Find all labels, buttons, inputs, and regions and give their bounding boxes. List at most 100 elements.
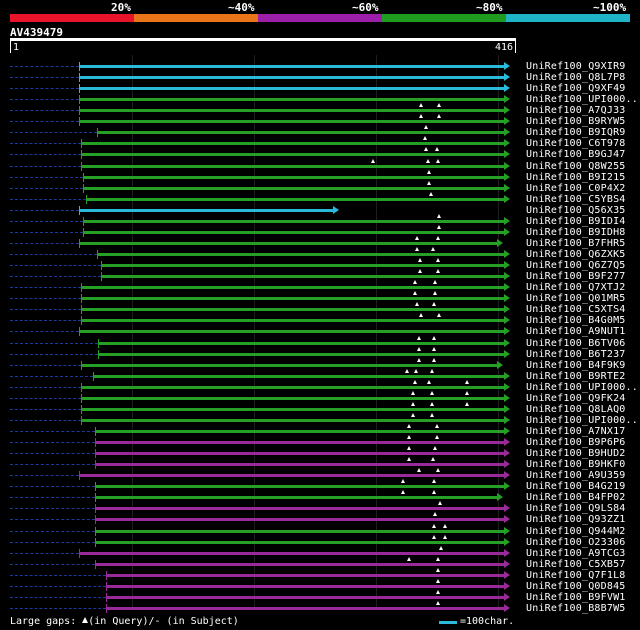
hit-name-link[interactable]: UniRef100_B9RYW5 — [526, 116, 626, 127]
hit-name-link[interactable]: UniRef100_B4F9K9 — [526, 360, 626, 371]
hit-bar[interactable] — [95, 452, 505, 455]
hit-name-link[interactable]: UniRef100_Q93ZZ1 — [526, 514, 626, 525]
hit-bar[interactable] — [83, 220, 505, 223]
hit-bar[interactable] — [95, 541, 505, 544]
hit-bar[interactable] — [95, 530, 505, 533]
hit-bar[interactable] — [86, 198, 505, 201]
hit-bar[interactable] — [95, 430, 505, 433]
hit-name-link[interactable]: UniRef100_B9HUD2 — [526, 448, 626, 459]
hit-bar[interactable] — [95, 441, 505, 444]
hit-bar[interactable] — [95, 463, 505, 466]
hit-bar[interactable] — [79, 120, 505, 123]
hit-bar[interactable] — [98, 353, 505, 356]
hit-bar[interactable] — [79, 87, 505, 90]
hit-name-link[interactable]: UniRef100_Q9XIR9 — [526, 61, 626, 72]
hit-name-link[interactable]: UniRef100_A7QJ33 — [526, 105, 626, 116]
hit-name-link[interactable]: UniRef100_Q8LAQ0 — [526, 404, 626, 415]
hit-name-link[interactable]: UniRef100_Q6Z7Q5 — [526, 260, 626, 271]
hit-bar[interactable] — [95, 563, 505, 566]
hit-name-link[interactable]: UniRef100_A9U359 — [526, 470, 626, 481]
hit-bar[interactable] — [81, 397, 505, 400]
hit-name-link[interactable]: UniRef100_C0P4X2 — [526, 183, 626, 194]
hit-bar[interactable] — [101, 264, 505, 267]
hit-name-link[interactable]: UniRef100_B9IDI4 — [526, 216, 626, 227]
hit-bar[interactable] — [83, 231, 505, 234]
hit-name-link[interactable]: UniRef100_Q944M2 — [526, 526, 626, 537]
hit-bar[interactable] — [95, 485, 505, 488]
hit-name-link[interactable]: UniRef100_Q9FK24 — [526, 393, 626, 404]
hit-name-link[interactable]: UniRef100_Q7XTJ2 — [526, 282, 626, 293]
hit-name-link[interactable]: UniRef100_Q0D845 — [526, 581, 626, 592]
hit-bar[interactable] — [81, 386, 505, 389]
hit-bar[interactable] — [106, 585, 505, 588]
hit-name-link[interactable]: UniRef100_B8B7W5 — [526, 603, 626, 614]
hit-name-link[interactable]: UniRef100_A9TCG3 — [526, 548, 626, 559]
hit-name-link[interactable]: UniRef100_B9F277 — [526, 271, 626, 282]
hit-name-link[interactable]: UniRef100_C5XB57 — [526, 559, 626, 570]
hit-name-link[interactable]: UniRef100_A9NUT1 — [526, 326, 626, 337]
hit-bar[interactable] — [106, 607, 505, 610]
hit-name-link[interactable]: UniRef100_B6TV06 — [526, 338, 626, 349]
hit-bar[interactable] — [79, 242, 498, 245]
hit-bar[interactable] — [95, 496, 497, 499]
hit-name-link[interactable]: UniRef100_Q56X35 — [526, 205, 626, 216]
hit-name-link[interactable]: UniRef100_Q8W255 — [526, 161, 626, 172]
hit-bar[interactable] — [79, 330, 505, 333]
hit-name-link[interactable]: UniRef100_UPI000... — [526, 382, 640, 393]
hit-bar[interactable] — [81, 408, 505, 411]
hit-name-link[interactable]: UniRef100_O23306 — [526, 537, 626, 548]
hit-name-link[interactable]: UniRef100_B9IQR9 — [526, 127, 626, 138]
hit-bar[interactable] — [81, 165, 505, 168]
hit-name-link[interactable]: UniRef100_B4FP02 — [526, 492, 626, 503]
hit-name-link[interactable]: UniRef100_UPI000... — [526, 415, 640, 426]
hit-name-link[interactable]: UniRef100_B9RTE2 — [526, 371, 626, 382]
hit-bar[interactable] — [79, 474, 505, 477]
hit-name-link[interactable]: UniRef100_B9IDH8 — [526, 227, 626, 238]
hit-bar[interactable] — [79, 76, 505, 79]
hit-bar[interactable] — [81, 297, 505, 300]
hit-bar[interactable] — [95, 507, 505, 510]
hit-name-link[interactable]: UniRef100_Q9LS84 — [526, 503, 626, 514]
hit-name-link[interactable]: UniRef100_B9P6P6 — [526, 437, 626, 448]
hit-name-link[interactable]: UniRef100_C6T978 — [526, 138, 626, 149]
hit-bar[interactable] — [97, 253, 505, 256]
hit-name-link[interactable]: UniRef100_B4G219 — [526, 481, 626, 492]
hit-bar[interactable] — [79, 98, 505, 101]
hit-bar[interactable] — [106, 596, 505, 599]
hit-name-link[interactable]: UniRef100_B9GJ47 — [526, 149, 626, 160]
hit-bar[interactable] — [93, 375, 505, 378]
hit-name-link[interactable]: UniRef100_Q6ZXK5 — [526, 249, 626, 260]
hit-bar[interactable] — [81, 308, 505, 311]
hit-bar[interactable] — [79, 109, 505, 112]
hit-bar[interactable] — [106, 574, 505, 577]
hit-bar[interactable] — [81, 153, 505, 156]
hit-bar[interactable] — [81, 286, 505, 289]
hit-bar[interactable] — [81, 364, 498, 367]
hit-name-link[interactable]: UniRef100_Q8L7P8 — [526, 72, 626, 83]
hit-name-link[interactable]: UniRef100_B4G0M5 — [526, 315, 626, 326]
hit-name-link[interactable]: UniRef100_B9I215 — [526, 172, 626, 183]
hit-bar[interactable] — [81, 142, 505, 145]
hit-bar[interactable] — [79, 65, 505, 68]
hit-bar[interactable] — [95, 518, 505, 521]
hit-name-link[interactable]: UniRef100_Q01MR5 — [526, 293, 626, 304]
hit-name-link[interactable]: UniRef100_Q7F1L8 — [526, 570, 626, 581]
hit-name-link[interactable]: UniRef100_Q9XF49 — [526, 83, 626, 94]
hit-name-link[interactable]: UniRef100_A7NX17 — [526, 426, 626, 437]
hit-bar[interactable] — [83, 176, 505, 179]
hit-bar[interactable] — [97, 131, 505, 134]
hit-name-link[interactable]: UniRef100_C5YBS4 — [526, 194, 626, 205]
hit-name-link[interactable]: UniRef100_B6T237 — [526, 349, 626, 360]
hit-bar[interactable] — [101, 275, 505, 278]
hit-name-link[interactable]: UniRef100_B7FHR5 — [526, 238, 626, 249]
hit-name-link[interactable]: UniRef100_C5XTS4 — [526, 304, 626, 315]
hit-bar[interactable] — [79, 552, 505, 555]
hit-bar[interactable] — [81, 319, 505, 322]
hit-name-link[interactable]: UniRef100_B9HKF0 — [526, 459, 626, 470]
hit-bar[interactable] — [79, 209, 335, 212]
hit-bar[interactable] — [81, 419, 505, 422]
hit-name-link[interactable]: UniRef100_UPI000... — [526, 94, 640, 105]
hit-name-link[interactable]: UniRef100_B9FVW1 — [526, 592, 626, 603]
hit-bar[interactable] — [83, 187, 505, 190]
hit-bar[interactable] — [98, 342, 505, 345]
